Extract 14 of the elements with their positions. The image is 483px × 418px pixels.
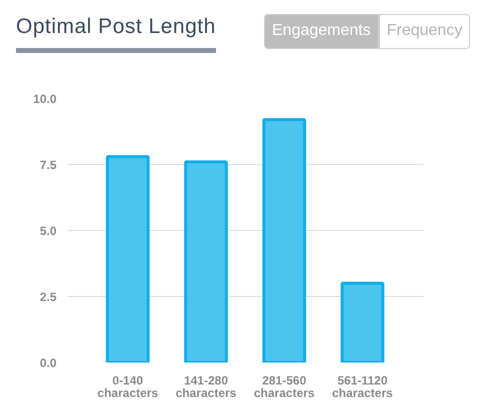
bar <box>106 155 150 362</box>
bar <box>340 282 384 362</box>
x-tick-label: 0-140 characters <box>97 374 158 400</box>
y-tick-label: 0.0 <box>40 356 57 370</box>
x-tick-label: 281-560 characters <box>254 374 315 400</box>
bar <box>184 160 228 362</box>
y-tick-label: 2.5 <box>40 290 57 304</box>
bar <box>262 118 306 362</box>
x-tick-label: 141-280 characters <box>176 374 237 400</box>
y-tick-label: 5.0 <box>40 224 57 238</box>
y-tick-label: 7.5 <box>40 158 57 172</box>
y-tick-label: 10.0 <box>33 92 57 106</box>
x-tick-label: 561-1120 characters <box>332 374 394 400</box>
chart-title: Optimal Post Length <box>16 12 216 53</box>
